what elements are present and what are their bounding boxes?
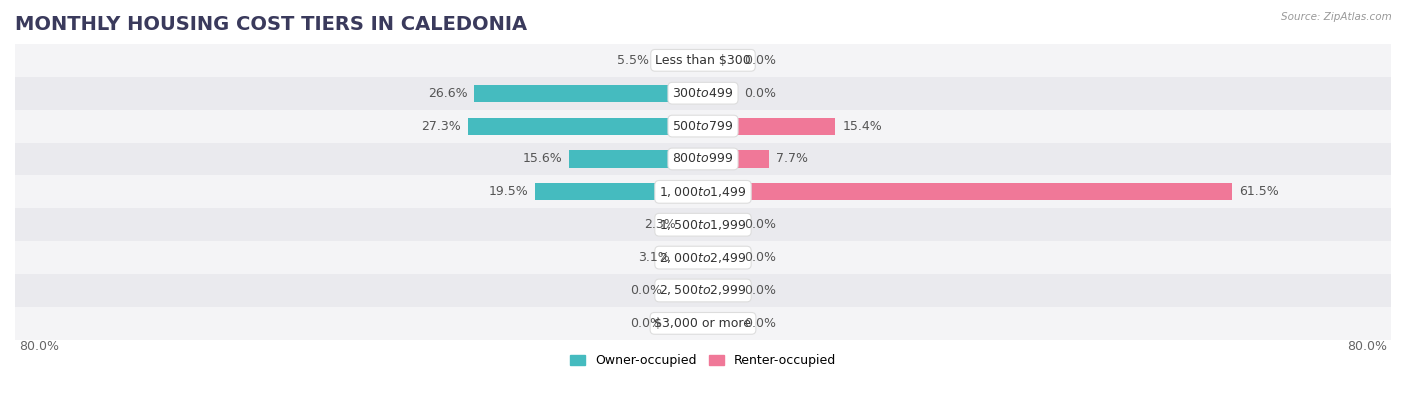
Bar [15,176,1391,208]
Text: Less than $300: Less than $300 [655,54,751,67]
Bar [474,85,703,102]
Bar [468,117,703,134]
Text: 0.0%: 0.0% [744,284,776,297]
Text: $3,000 or more: $3,000 or more [655,317,751,330]
Text: 0.0%: 0.0% [744,317,776,330]
Text: $500 to $799: $500 to $799 [672,120,734,132]
Text: 5.5%: 5.5% [617,54,648,67]
Text: $1,000 to $1,499: $1,000 to $1,499 [659,185,747,199]
Text: 80.0%: 80.0% [1347,340,1386,353]
Bar [669,315,703,332]
Bar [15,274,1391,307]
Bar [703,282,737,299]
Text: 0.0%: 0.0% [630,284,662,297]
Bar [655,52,703,69]
Bar [703,150,769,168]
Bar [15,44,1391,77]
Text: 0.0%: 0.0% [630,317,662,330]
Text: 0.0%: 0.0% [744,87,776,100]
Legend: Owner-occupied, Renter-occupied: Owner-occupied, Renter-occupied [565,349,841,372]
Bar [676,249,703,266]
Text: 15.6%: 15.6% [522,152,562,166]
Text: $800 to $999: $800 to $999 [672,152,734,166]
Text: Source: ZipAtlas.com: Source: ZipAtlas.com [1281,12,1392,22]
Bar [703,52,737,69]
Bar [703,216,737,233]
Text: $300 to $499: $300 to $499 [672,87,734,100]
Bar [703,249,737,266]
Text: 3.1%: 3.1% [638,251,669,264]
Bar [15,208,1391,241]
Text: 19.5%: 19.5% [489,186,529,198]
Bar [703,315,737,332]
Bar [703,117,835,134]
Bar [15,77,1391,110]
Text: 27.3%: 27.3% [422,120,461,132]
Text: $2,500 to $2,999: $2,500 to $2,999 [659,283,747,298]
Text: 0.0%: 0.0% [744,251,776,264]
Bar [569,150,703,168]
Bar [683,216,703,233]
Text: 0.0%: 0.0% [744,54,776,67]
Bar [536,183,703,200]
Bar [15,142,1391,176]
Bar [15,241,1391,274]
Text: $2,000 to $2,499: $2,000 to $2,499 [659,251,747,265]
Text: MONTHLY HOUSING COST TIERS IN CALEDONIA: MONTHLY HOUSING COST TIERS IN CALEDONIA [15,15,527,34]
Bar [669,282,703,299]
Text: 15.4%: 15.4% [842,120,882,132]
Text: 0.0%: 0.0% [744,218,776,231]
Bar [15,307,1391,340]
Text: 26.6%: 26.6% [427,87,467,100]
Bar [15,110,1391,142]
Text: 2.3%: 2.3% [644,218,676,231]
Text: 61.5%: 61.5% [1239,186,1278,198]
Text: 80.0%: 80.0% [20,340,59,353]
Bar [703,183,1232,200]
Text: $1,500 to $1,999: $1,500 to $1,999 [659,218,747,232]
Text: 7.7%: 7.7% [776,152,808,166]
Bar [703,85,737,102]
